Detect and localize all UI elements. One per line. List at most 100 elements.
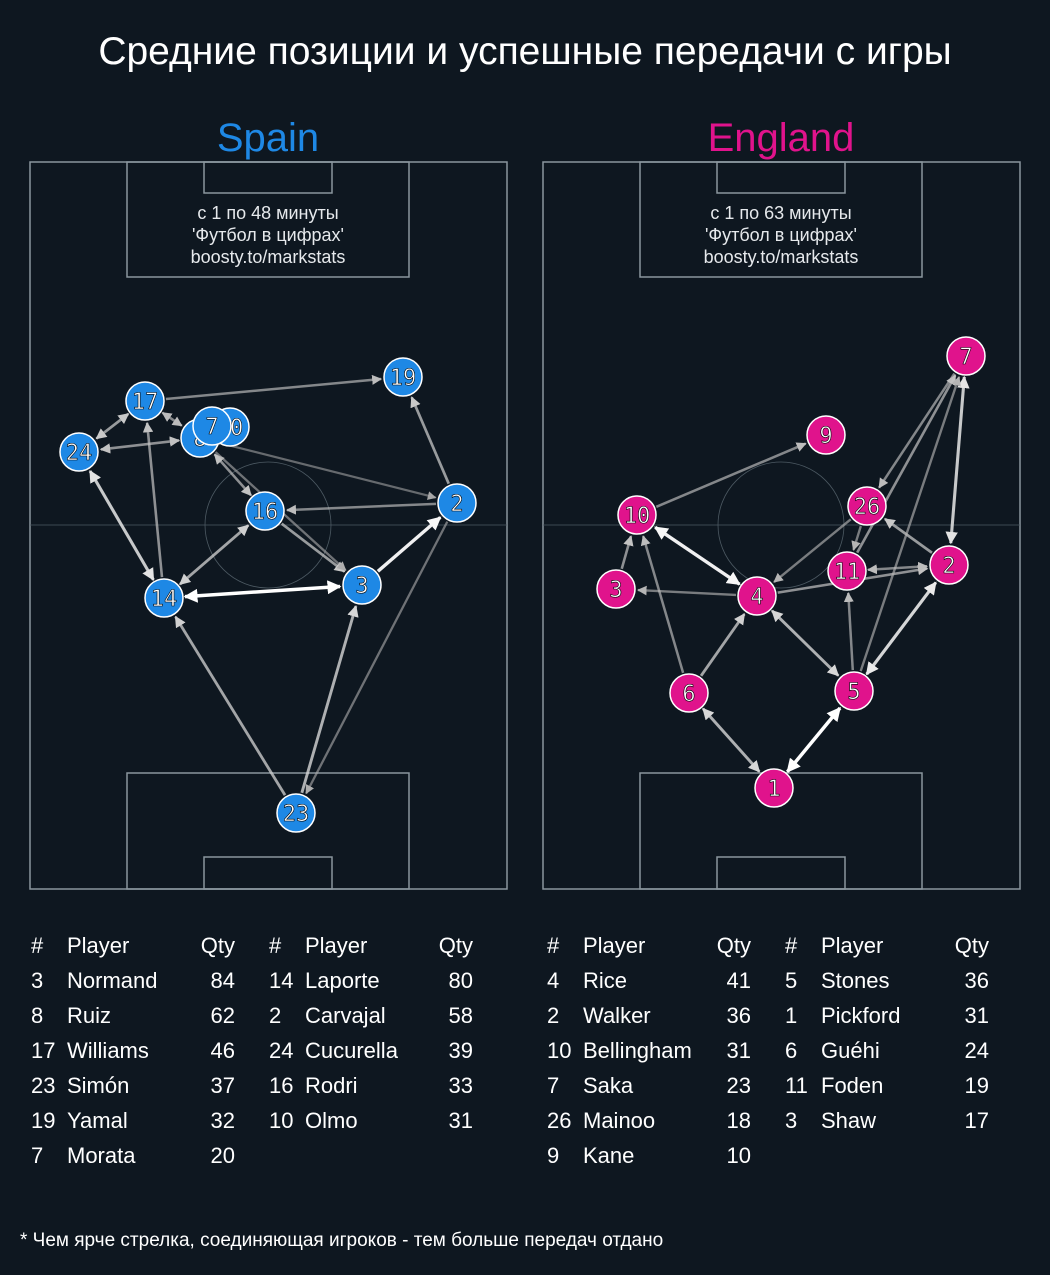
pass-arrow-14-17 [142,421,164,578]
player-marker-19: 19 [383,357,423,397]
note-line: с 1 по 63 минуты [710,203,852,223]
pass-arrow-8-2 [220,442,437,500]
player-marker-4: 4 [737,576,777,616]
note-line: boosty.to/markstats [190,247,346,267]
player-name: Shaw [821,1108,877,1133]
player-name: Rice [583,968,628,993]
pass-arrow-14-24 [88,469,155,581]
spain-players: 172481071921631423 [59,357,477,833]
bottom-goal-box [716,856,846,890]
player-number-label: 3 [355,574,368,599]
player-marker-2: 2 [929,545,969,585]
player-dot [59,432,99,472]
player-name: Simón [67,1073,130,1098]
pass-arrow-2-16 [285,502,437,515]
england-players: 7 9 26 10 2 11 3 4 6 5 1 [596,336,986,808]
pass-arrow-10-9 [655,442,807,508]
player-number: 1 [785,1003,798,1028]
player-marker-7: 7 [192,406,232,446]
player-number-label: 7 [205,415,218,440]
player-marker-16: 16 [245,491,285,531]
player-number-label: 6 [682,682,695,707]
player-marker-11: 11 [827,551,867,591]
header-player: Player [305,933,368,958]
player-number: 9 [547,1143,560,1168]
player-number: 7 [31,1143,44,1168]
player-number: 4 [547,968,560,993]
player-number: 26 [547,1108,572,1133]
player-name: Yamal [67,1108,128,1133]
pass-arrow-23-14 [174,615,287,796]
spain-team-name: Spain [216,116,320,160]
header-num: # [269,933,282,958]
pass-arrow-7-26 [878,372,956,489]
pass-arrow-26-4 [773,518,852,583]
player-dot [929,545,969,585]
player-name: Olmo [305,1108,358,1133]
player-number-label: 26 [854,495,881,520]
england-team-name: England [707,116,855,160]
note-line: 'Футбол в цифрах' [192,225,344,245]
player-number-label: 14 [151,587,178,612]
england-passes [620,372,970,773]
header-num: # [785,933,798,958]
england-pitch: 7 9 26 10 2 11 3 4 6 5 1 [542,161,1021,890]
player-number-label: 4 [750,585,763,610]
player-number-label: 9 [819,424,832,449]
player-dot [754,768,794,808]
player-name: Kane [583,1143,635,1168]
header-qty: Qty [954,933,989,958]
top-goal-box [716,161,846,194]
header-qty: Qty [716,933,751,958]
player-marker-3: 3 [596,569,636,609]
player-dot [383,357,423,397]
player-number: 5 [785,968,798,993]
player-marker-5: 5 [834,671,874,711]
player-dot [276,793,316,833]
player-number-label: 23 [283,802,310,827]
pass-arrow-16-3 [280,522,346,573]
pass-arrow-6-1 [701,707,761,773]
player-number: 6 [785,1038,798,1063]
player-number: 14 [269,968,294,993]
pass-arrow-2-26 [883,517,933,554]
pass-arrow-16-8 [213,453,253,497]
pass-arrow-17-19 [165,374,383,401]
pass-arrow-17-24 [95,412,130,440]
pass-qty: 36 [726,1003,751,1028]
top-goal-box [203,161,333,194]
pass-arrow-2-19 [410,396,450,485]
player-marker-17: 17 [125,381,165,421]
player-dot [192,406,232,446]
player-dot [834,671,874,711]
header-player: Player [821,933,884,958]
pass-qty: 17 [964,1108,989,1133]
player-number-label: 2 [942,554,955,579]
player-name: Rodri [305,1073,358,1098]
player-name: Foden [821,1073,884,1098]
pass-qty: 20 [210,1143,235,1168]
spain-passes [88,374,450,796]
pass-arrow-3-10 [620,535,634,570]
player-name: Pickford [821,1003,901,1028]
pass-arrow-5-7 [859,375,961,672]
pass-arrow-5-2 [865,581,938,676]
pass-qty: 31 [726,1038,751,1063]
player-number-label: 7 [959,345,972,370]
player-number-label: 1 [767,777,780,802]
player-name: Walker [583,1003,651,1028]
note-line: с 1 по 48 минуты [197,203,339,223]
player-name: Normand [67,968,158,993]
pass-arrow-8-24 [99,436,181,454]
player-dot [737,576,777,616]
pass-qty: 24 [964,1038,989,1063]
header-num: # [547,933,560,958]
player-number-label: 11 [834,560,861,585]
pass-arrow-4-5 [770,609,840,677]
page-title: Средние позиции и успешные передачи с иг… [98,30,952,73]
player-number: 23 [31,1073,56,1098]
player-dot [617,495,657,535]
player-dot [847,486,887,526]
pass-arrow-26-11 [851,525,862,551]
player-marker-1: 1 [754,768,794,808]
